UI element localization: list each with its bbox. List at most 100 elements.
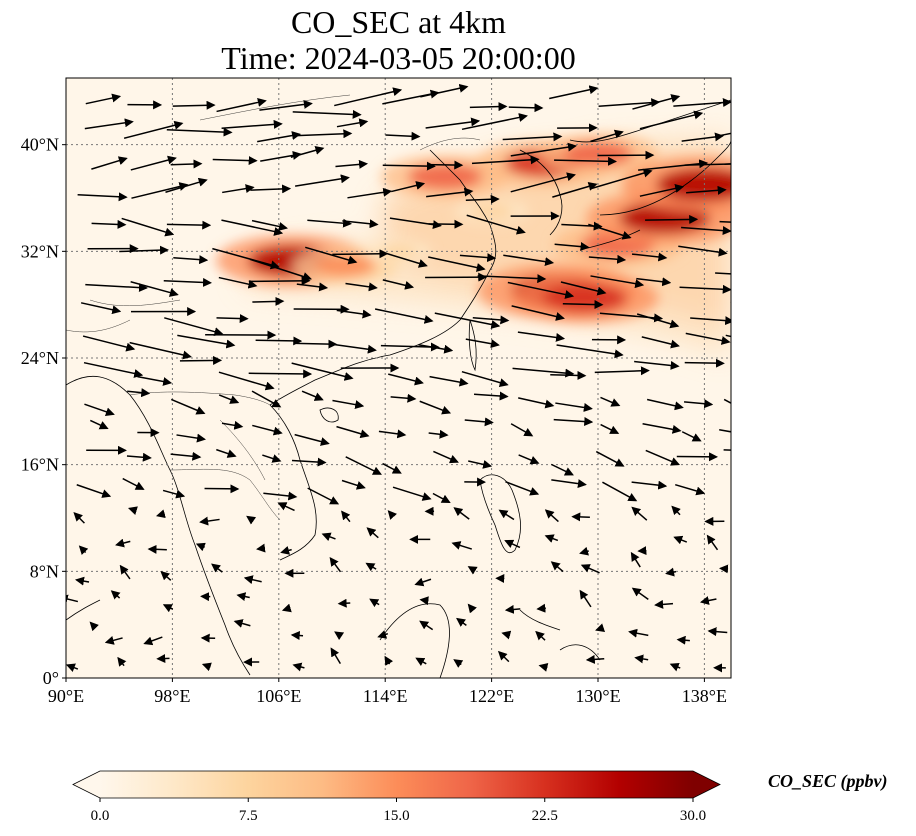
wind-vector [179, 355, 223, 365]
wind-vector [296, 339, 338, 349]
wind-vector [551, 479, 587, 489]
wind-vector [538, 662, 549, 672]
wind-vector [451, 541, 473, 550]
wind-vector [420, 83, 469, 98]
wind-vector [335, 159, 369, 169]
wind-vector [260, 151, 302, 162]
wind-vector [641, 336, 680, 349]
wind-vector [634, 654, 649, 664]
wind-vector [560, 281, 607, 296]
wind-vector [598, 98, 661, 108]
wind-vector [332, 399, 365, 410]
wind-vector [676, 635, 690, 645]
wind-vector [218, 371, 275, 391]
wind-vector [646, 398, 684, 411]
wind-vector [290, 631, 304, 641]
wind-vector [415, 657, 427, 666]
colorbar-ticks: 0.0 7.5 15.0 22.5 30.0 [91, 798, 706, 824]
lon-tick-label: 122°E [469, 686, 514, 706]
wind-vector [119, 245, 170, 255]
wind-vector [76, 484, 112, 498]
wind-vector [594, 366, 650, 376]
wind-vector [468, 460, 493, 469]
wind-vector [467, 566, 478, 575]
wind-vector [678, 245, 728, 257]
wind-vector [290, 145, 325, 158]
wind-vector [456, 617, 467, 627]
wind-vector [535, 630, 546, 641]
wind-vector [382, 161, 436, 171]
wind-vector [550, 561, 564, 573]
wind-vector [110, 590, 121, 600]
wind-vector [730, 301, 731, 304]
lat-tick-label: 40°N [21, 135, 59, 155]
wind-vector [588, 254, 627, 264]
wind-vector [679, 284, 731, 294]
wind-vector [550, 463, 574, 476]
colorbar-title: CO_SEC (ppbv) [768, 771, 888, 791]
wind-vector [121, 217, 175, 237]
wind-vector [474, 391, 509, 401]
wind-vector [334, 343, 377, 354]
wind-vector [89, 419, 109, 430]
co-plume-core [407, 163, 483, 190]
wind-vector [66, 594, 79, 604]
wind-vector [119, 564, 131, 580]
wind-vector [334, 87, 403, 107]
wind-vector [631, 480, 668, 490]
wind-vector [195, 542, 206, 552]
wind-vector [501, 630, 512, 640]
wind-vector [66, 663, 79, 672]
wind-vector [246, 515, 257, 525]
wind-vector [251, 219, 288, 231]
wind-vector [549, 85, 599, 100]
wind-vector [336, 118, 369, 128]
wind-vector [293, 129, 353, 139]
colorbar-extend-min [73, 771, 100, 798]
colorbar-tick-label: 7.5 [239, 808, 258, 824]
co-plume-core [656, 168, 731, 202]
wind-vector [365, 562, 377, 572]
wind-vector [674, 483, 706, 496]
wind-vector [77, 192, 128, 202]
wind-vector [511, 305, 565, 321]
wind-vector [432, 492, 451, 503]
wind-vector [732, 249, 775, 259]
wind-vector [342, 219, 379, 229]
colorbar-extend-max [693, 771, 720, 798]
lat-tick-label: 16°N [21, 455, 59, 475]
lon-tick-label: 114°E [363, 686, 408, 706]
wind-vector [73, 512, 85, 524]
wind-vector [590, 275, 645, 289]
wind-vector [428, 256, 486, 272]
wind-vector [83, 361, 144, 378]
wind-vector [544, 509, 559, 523]
wind-vector [345, 282, 378, 292]
wind-vector [512, 367, 575, 378]
country-borders [66, 94, 481, 521]
wind-vector [257, 131, 301, 143]
wind-vector [590, 129, 624, 143]
wind-vector [337, 598, 351, 608]
colorbar-tick-label: 30.0 [680, 808, 706, 824]
wind-vector [89, 621, 99, 632]
wind-vector [388, 373, 424, 386]
wind-vector [631, 587, 649, 601]
lat-tick-label: 24°N [21, 348, 59, 368]
wind-vector [250, 184, 292, 194]
wind-vector [669, 662, 681, 672]
wind-vector [85, 93, 122, 105]
wind-vector [263, 491, 298, 501]
wind-vector [392, 486, 432, 501]
wind-vector [671, 505, 681, 516]
wind-vector [673, 98, 731, 108]
wind-vector [510, 142, 577, 157]
wind-vector [172, 100, 216, 110]
wind-vector [123, 120, 184, 139]
lat-tick-label: 32°N [21, 241, 59, 261]
wind-vector [84, 403, 115, 417]
wind-vector [510, 423, 534, 437]
wind-vector-layer [66, 83, 775, 673]
wind-vector [681, 431, 702, 442]
